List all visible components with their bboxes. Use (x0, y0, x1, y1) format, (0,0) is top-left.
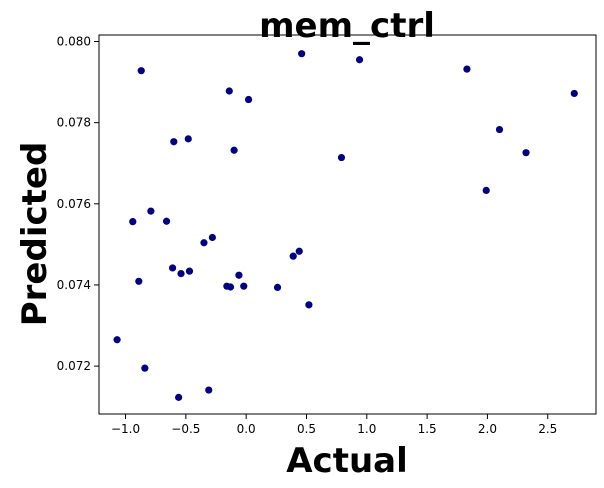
x-axis-label: Actual (286, 441, 408, 481)
data-point (482, 186, 490, 195)
data-point (135, 277, 143, 285)
data-point (184, 135, 192, 143)
data-point (200, 239, 208, 247)
data-point (522, 149, 530, 157)
data-point (463, 65, 471, 73)
data-point (147, 207, 155, 215)
x-tick-label: −1.0 (111, 422, 140, 436)
x-tick-label: 1.5 (418, 422, 437, 436)
data-point (244, 95, 253, 104)
data-point (226, 283, 235, 291)
y-tick-label: 0.072 (57, 359, 91, 373)
data-point (205, 386, 213, 394)
data-point (273, 283, 282, 291)
y-tick-label: 0.074 (57, 278, 91, 292)
y-tick-label: 0.078 (57, 116, 91, 130)
data-point (570, 89, 578, 98)
x-tick-label: 0.5 (297, 422, 316, 436)
data-point (235, 271, 243, 279)
data-point (240, 282, 248, 290)
data-point (298, 50, 306, 58)
y-axis-ticks: 0.072 0.074 0.076 0.078 0.080 (57, 34, 99, 373)
data-point (141, 364, 149, 372)
data-point (168, 264, 177, 272)
data-point (295, 247, 303, 255)
data-point (225, 87, 233, 95)
data-point (337, 153, 346, 162)
x-axis-ticks: −1.0 −0.5 0.0 0.5 1.0 1.5 2.0 2.5 (111, 414, 557, 436)
chart-title: mem_ctrl (259, 6, 435, 46)
x-tick-label: 1.0 (357, 422, 376, 436)
y-tick-label: 0.080 (57, 34, 91, 48)
data-point (129, 218, 137, 226)
data-point (175, 393, 183, 401)
data-point (162, 217, 171, 225)
data-point (208, 233, 216, 242)
y-tick-label: 0.076 (57, 197, 91, 211)
data-point (305, 301, 313, 309)
data-point (495, 125, 504, 134)
data-point (137, 67, 145, 75)
y-axis-label: Predicted (15, 142, 55, 327)
x-tick-label: 2.5 (538, 422, 557, 436)
data-point (355, 56, 364, 64)
data-point (113, 336, 121, 344)
data-point (177, 270, 185, 278)
data-point (230, 146, 238, 154)
data-point (289, 252, 297, 260)
data-points (113, 50, 578, 401)
data-point (185, 267, 194, 275)
x-tick-label: −0.5 (171, 422, 200, 436)
plot-frame (98, 34, 597, 415)
x-tick-label: 0.0 (237, 422, 256, 436)
x-tick-label: 2.0 (478, 422, 497, 436)
data-point (170, 138, 178, 146)
